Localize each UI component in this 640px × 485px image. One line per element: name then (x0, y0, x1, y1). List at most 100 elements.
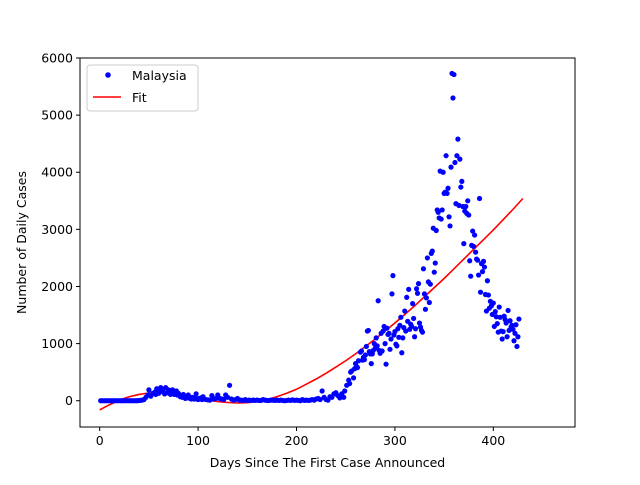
data-point (384, 325, 390, 331)
data-point (479, 269, 486, 275)
data-point (439, 207, 445, 213)
x-tick-label: 100 (186, 433, 210, 448)
y-axis-title: Number of Daily Cases (14, 171, 29, 314)
data-point (387, 346, 393, 352)
data-point (416, 320, 423, 326)
data-point (358, 348, 365, 354)
x-tick-label: 0 (96, 433, 104, 448)
data-point (500, 329, 506, 335)
data-point (406, 286, 412, 292)
data-point (471, 243, 477, 250)
data-point (409, 323, 415, 330)
data-point (445, 185, 451, 191)
data-point (513, 322, 519, 328)
data-point (431, 269, 437, 275)
data-point (411, 334, 418, 340)
data-point (432, 260, 438, 266)
data-point (225, 394, 231, 400)
data-point (493, 314, 499, 320)
data-point (484, 278, 491, 284)
data-point (362, 352, 368, 358)
data-point (515, 334, 521, 340)
data-point (397, 322, 403, 328)
data-point (412, 326, 419, 332)
data-point (394, 343, 400, 349)
data-point (375, 298, 381, 304)
data-point (481, 264, 488, 270)
data-point (410, 301, 416, 307)
data-point (420, 266, 427, 272)
data-point (435, 209, 441, 215)
data-point (421, 291, 428, 297)
data-point (499, 336, 505, 342)
data-point (438, 216, 444, 222)
data-point (455, 136, 461, 142)
data-point (451, 71, 457, 78)
data-point (516, 316, 522, 322)
data-point (454, 153, 460, 159)
data-point (400, 335, 406, 341)
data-point (429, 248, 435, 254)
fit-series (99, 197, 524, 411)
data-point (494, 321, 500, 327)
data-point (415, 281, 422, 287)
x-tick-label: 300 (383, 433, 407, 448)
data-point (347, 380, 353, 387)
data-point (447, 223, 453, 229)
data-point (509, 322, 515, 328)
data-point (458, 184, 464, 190)
data-point (427, 281, 433, 287)
data-point (511, 338, 517, 344)
data-point (440, 169, 446, 175)
data-point (383, 361, 389, 367)
data-point (468, 273, 474, 279)
data-point (368, 361, 374, 367)
data-point (221, 396, 227, 403)
data-point (414, 290, 421, 296)
data-point (497, 314, 503, 320)
data-point (355, 358, 362, 364)
y-tick-label: 2000 (41, 279, 73, 294)
data-point (504, 334, 510, 340)
data-point (341, 394, 347, 400)
data-point (452, 159, 458, 166)
data-point (466, 212, 472, 218)
data-point (505, 307, 511, 314)
data-point (490, 300, 496, 306)
data-point (475, 272, 482, 278)
y-tick-label: 3000 (41, 222, 73, 237)
data-point (480, 258, 487, 264)
data-point (510, 326, 516, 332)
data-point (433, 227, 439, 234)
legend-box (86, 64, 199, 112)
data-point (207, 397, 213, 403)
data-point (146, 387, 152, 393)
data-point (512, 330, 518, 336)
data-point (413, 286, 420, 292)
y-tick-label: 0 (65, 393, 73, 408)
data-point (467, 258, 473, 264)
data-point (402, 308, 408, 314)
data-point (373, 335, 379, 341)
data-point (403, 328, 409, 334)
x-axis: 0 100 200 300 400 (96, 427, 505, 448)
data-point (443, 153, 449, 159)
data-point (485, 292, 491, 298)
data-point (457, 156, 463, 162)
data-point (354, 364, 361, 371)
data-point (463, 203, 469, 210)
legend-label-fit: Fit (132, 90, 147, 105)
data-point (473, 249, 479, 255)
data-point (426, 299, 432, 306)
data-point (514, 343, 520, 350)
y-axis: 0 1000 2000 3000 4000 5000 6000 (41, 51, 80, 408)
data-point (193, 391, 199, 397)
data-point (317, 396, 323, 403)
y-tick-label: 1000 (41, 336, 73, 351)
legend-label-malaysia: Malaysia (132, 68, 187, 83)
x-axis-title: Days Since The First Case Announced (210, 455, 446, 470)
data-point (423, 295, 429, 301)
data-point (477, 289, 484, 295)
